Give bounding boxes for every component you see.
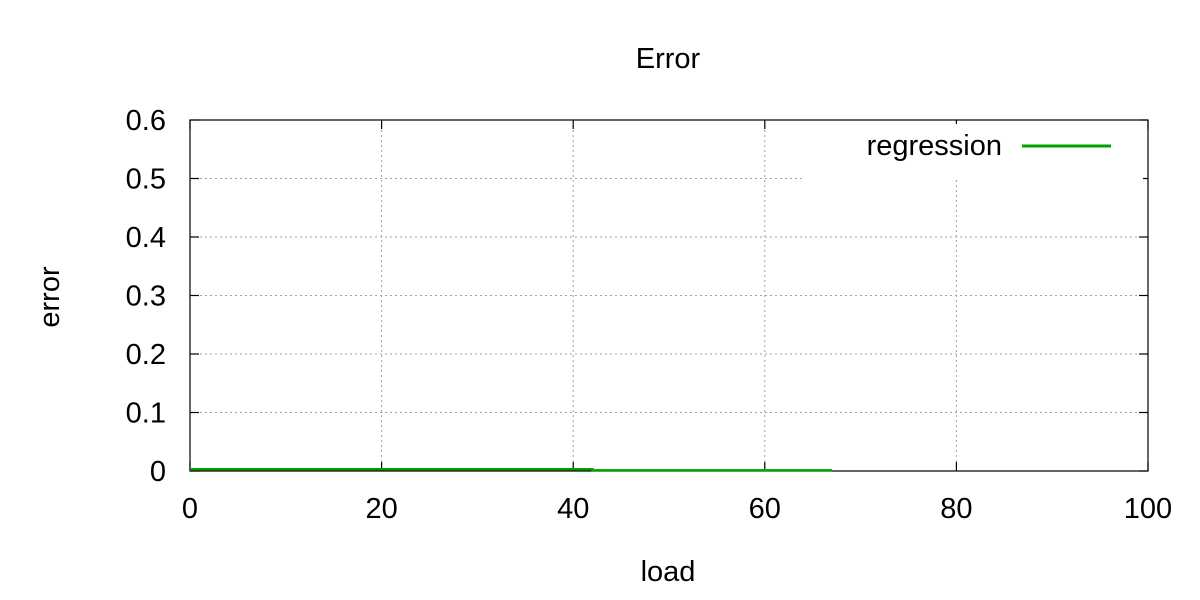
y-tick-label: 0.2 (126, 339, 166, 371)
series-line-regression (190, 467, 832, 472)
y-tick-label: 0.1 (126, 398, 166, 430)
y-axis-title: error (34, 266, 66, 328)
x-tick-label: 40 (557, 493, 589, 525)
y-tick-label: 0.3 (126, 281, 166, 313)
x-tick-label: 100 (1124, 493, 1172, 525)
y-tick-labels: 0 0.1 0.2 0.3 0.4 0.5 0.6 (126, 105, 166, 488)
x-tick-label: 80 (940, 493, 972, 525)
x-tick-label: 0 (182, 493, 198, 525)
grid-lines (190, 120, 1148, 471)
legend: regression (805, 124, 1143, 180)
y-tick-label: 0.6 (126, 105, 166, 137)
legend-background (805, 124, 1143, 180)
legend-label-regression: regression (867, 130, 1002, 162)
y-tick-label: 0.4 (126, 222, 166, 254)
x-tick-label: 20 (365, 493, 397, 525)
y-tick-label: 0.5 (126, 164, 166, 196)
chart-title: Error (636, 43, 701, 75)
y-tick-label: 0 (150, 456, 166, 488)
x-tick-label: 60 (749, 493, 781, 525)
x-axis-title: load (641, 556, 696, 588)
series-layer (190, 467, 832, 472)
x-tick-labels: 0 20 40 60 80 100 (182, 493, 1172, 525)
